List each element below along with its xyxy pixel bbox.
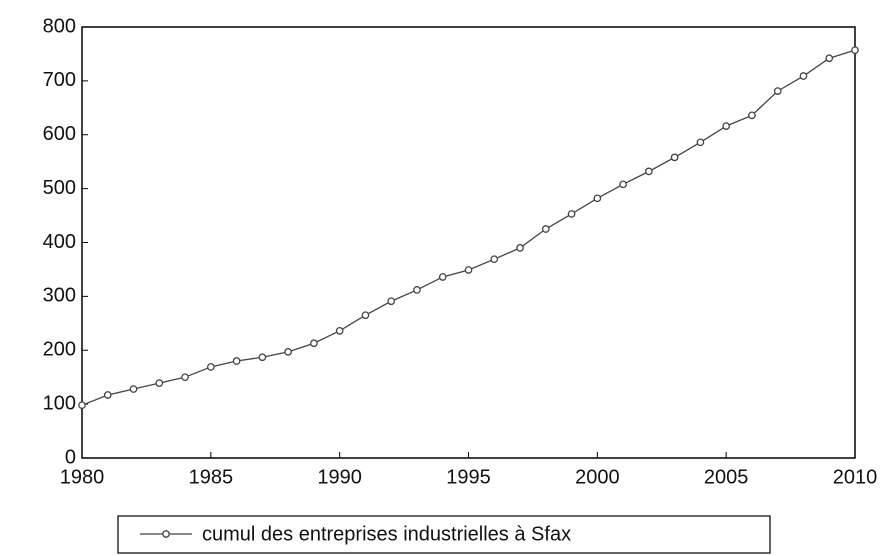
point: [361, 311, 370, 320]
plot-frame: [81, 26, 856, 459]
point: [773, 87, 782, 95]
x-tick-label: 2000: [575, 466, 620, 488]
point: [310, 339, 318, 348]
y-tick-label: 800: [43, 15, 76, 37]
point: [567, 210, 576, 218]
point: [799, 72, 808, 80]
point: [129, 385, 138, 393]
point: [258, 353, 267, 362]
x-tick-label: 1985: [189, 466, 234, 488]
y-tick-label: 700: [43, 69, 76, 91]
point: [284, 348, 292, 356]
point: [593, 194, 602, 203]
point: [335, 327, 344, 335]
x-tick-label: 1990: [317, 466, 362, 488]
point: [181, 373, 189, 382]
point: [541, 225, 550, 233]
point: [413, 286, 421, 294]
point: [851, 46, 859, 55]
point: [232, 357, 241, 365]
legend-label: cumul des entreprises industrielles à Sf…: [202, 523, 571, 545]
point: [464, 266, 473, 274]
point: [748, 111, 756, 120]
series-line: [81, 49, 856, 406]
point: [490, 255, 499, 264]
y-tick-label: 200: [43, 339, 76, 361]
x-tick-label: 2005: [704, 466, 749, 488]
point: [206, 363, 215, 371]
point: [438, 273, 447, 281]
y-tick-label: 0: [65, 446, 76, 468]
x-tick-label: 1980: [60, 466, 105, 488]
x-tick-label: 2010: [833, 466, 878, 488]
legend-box: [117, 515, 771, 554]
point: [670, 153, 679, 162]
point: [825, 54, 834, 63]
point: [155, 379, 164, 387]
y-tick-label: 400: [43, 231, 76, 253]
point: [78, 401, 86, 410]
legend-marker: [162, 530, 170, 538]
y-tick-label: 600: [43, 123, 76, 145]
point: [619, 180, 627, 189]
x-tick-label: 1995: [446, 466, 491, 488]
point: [722, 122, 731, 130]
point: [103, 391, 112, 399]
y-tick-label: 500: [43, 177, 76, 199]
point: [645, 167, 653, 176]
y-tick-label: 100: [43, 392, 76, 414]
point: [696, 138, 705, 147]
y-tick-label: 300: [43, 285, 76, 307]
point: [516, 244, 524, 252]
point: [387, 297, 396, 306]
